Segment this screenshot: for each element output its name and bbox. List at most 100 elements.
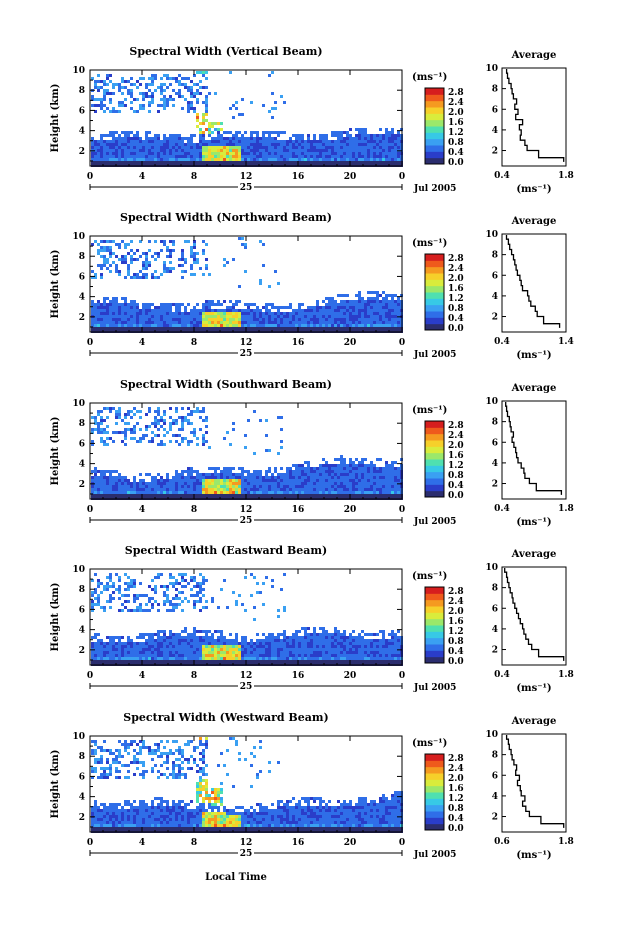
- heatmap-cell: [178, 642, 181, 645]
- heatmap-cell: [160, 92, 163, 95]
- heatmap-cell: [322, 306, 325, 309]
- heatmap-cell: [157, 609, 160, 612]
- heatmap-cell: [133, 482, 136, 485]
- heatmap-cell: [238, 137, 241, 140]
- heatmap-cell: [142, 104, 145, 107]
- colorbar-tick-label: 0.4: [448, 148, 464, 158]
- heatmap-cell: [139, 654, 142, 657]
- heatmap-cell: [364, 158, 367, 161]
- heatmap-cell: [301, 155, 304, 158]
- heatmap-cell: [157, 309, 160, 312]
- heatmap-cell: [271, 155, 274, 158]
- heatmap-cell: [166, 315, 169, 318]
- heatmap-cell: [100, 143, 103, 146]
- colorbar-segment: [425, 484, 444, 492]
- heatmap-cell: [205, 488, 208, 491]
- heatmap-cell: [103, 309, 106, 312]
- heatmap-cell: [178, 149, 181, 152]
- heatmap-cell: [274, 482, 277, 485]
- heatmap-cell: [160, 630, 163, 633]
- heatmap-cell: [163, 494, 166, 497]
- heatmap-cell: [220, 482, 223, 485]
- heatmap-cell: [319, 309, 322, 312]
- heatmap-cell: [388, 303, 391, 306]
- heatmap-cell: [295, 485, 298, 488]
- heatmap-cell: [373, 300, 376, 303]
- heatmap-cell: [226, 488, 229, 491]
- heatmap-cell: [331, 155, 334, 158]
- heatmap-cell: [253, 315, 256, 318]
- heatmap-cell: [142, 252, 145, 255]
- heatmap-cell: [127, 410, 130, 413]
- heatmap-cell: [106, 582, 109, 585]
- heatmap-cell: [352, 143, 355, 146]
- heatmap-cell: [145, 152, 148, 155]
- heatmap-cell: [100, 654, 103, 657]
- heatmap-cell: [364, 146, 367, 149]
- heatmap-cell: [139, 473, 142, 476]
- heatmap-cell: [184, 642, 187, 645]
- heatmap-cell: [205, 101, 208, 104]
- heatmap-cell: [211, 473, 214, 476]
- heatmap-cell: [367, 297, 370, 300]
- heatmap-cell: [310, 152, 313, 155]
- heatmap-cell: [106, 140, 109, 143]
- heatmap-cell: [316, 488, 319, 491]
- heatmap-cell: [181, 83, 184, 86]
- heatmap-cell: [331, 488, 334, 491]
- heatmap-cell: [97, 488, 100, 491]
- heatmap-cell: [202, 488, 205, 491]
- heatmap-cell: [229, 131, 232, 134]
- heatmap-cell: [331, 479, 334, 482]
- heatmap-cell: [229, 327, 232, 330]
- heatmap-cell: [205, 243, 208, 246]
- heatmap-cell: [289, 158, 292, 161]
- heatmap-cell: [124, 255, 127, 258]
- heatmap-cell: [376, 491, 379, 494]
- heatmap-cell: [232, 321, 235, 324]
- heatmap-cell: [106, 143, 109, 146]
- heatmap-cell: [169, 660, 172, 663]
- heatmap-cell: [208, 143, 211, 146]
- heatmap-cell: [130, 428, 133, 431]
- heatmap-cell: [337, 134, 340, 137]
- heatmap-cell: [391, 134, 394, 137]
- heatmap-cell: [313, 309, 316, 312]
- heatmap-cell: [316, 312, 319, 315]
- heatmap-cell: [238, 482, 241, 485]
- heatmap-cell: [130, 161, 133, 164]
- heatmap-cell: [238, 657, 241, 660]
- heatmap-cell: [286, 470, 289, 473]
- heatmap-cell: [91, 104, 94, 107]
- heatmap-cell: [346, 491, 349, 494]
- heatmap-cell: [253, 303, 256, 306]
- heatmap-cell: [148, 600, 151, 603]
- heatmap-cell: [322, 315, 325, 318]
- heatmap-cell: [151, 155, 154, 158]
- heatmap-cell: [208, 636, 211, 639]
- heatmap-cell: [130, 654, 133, 657]
- heatmap-cell: [199, 428, 202, 431]
- heatmap-cell: [103, 660, 106, 663]
- heatmap-cell: [112, 107, 115, 110]
- heatmap-cell: [103, 642, 106, 645]
- heatmap-cell: [127, 89, 130, 92]
- heatmap-cell: [370, 461, 373, 464]
- heatmap-cell: [118, 246, 121, 249]
- heatmap-cell: [103, 249, 106, 252]
- heatmap-cell: [109, 270, 112, 273]
- heatmap-cell: [223, 327, 226, 330]
- heatmap-cell: [292, 482, 295, 485]
- heatmap-cell: [94, 98, 97, 101]
- heatmap-cell: [97, 321, 100, 324]
- heatmap-cell: [328, 143, 331, 146]
- heatmap-cell: [340, 467, 343, 470]
- heatmap-cell: [334, 327, 337, 330]
- heatmap-cell: [112, 318, 115, 321]
- heatmap-cell: [130, 89, 133, 92]
- heatmap-cell: [157, 276, 160, 279]
- heatmap-cell: [238, 140, 241, 143]
- heatmap-cell: [91, 470, 94, 473]
- heatmap-cell: [373, 488, 376, 491]
- colorbar-segment: [425, 88, 444, 95]
